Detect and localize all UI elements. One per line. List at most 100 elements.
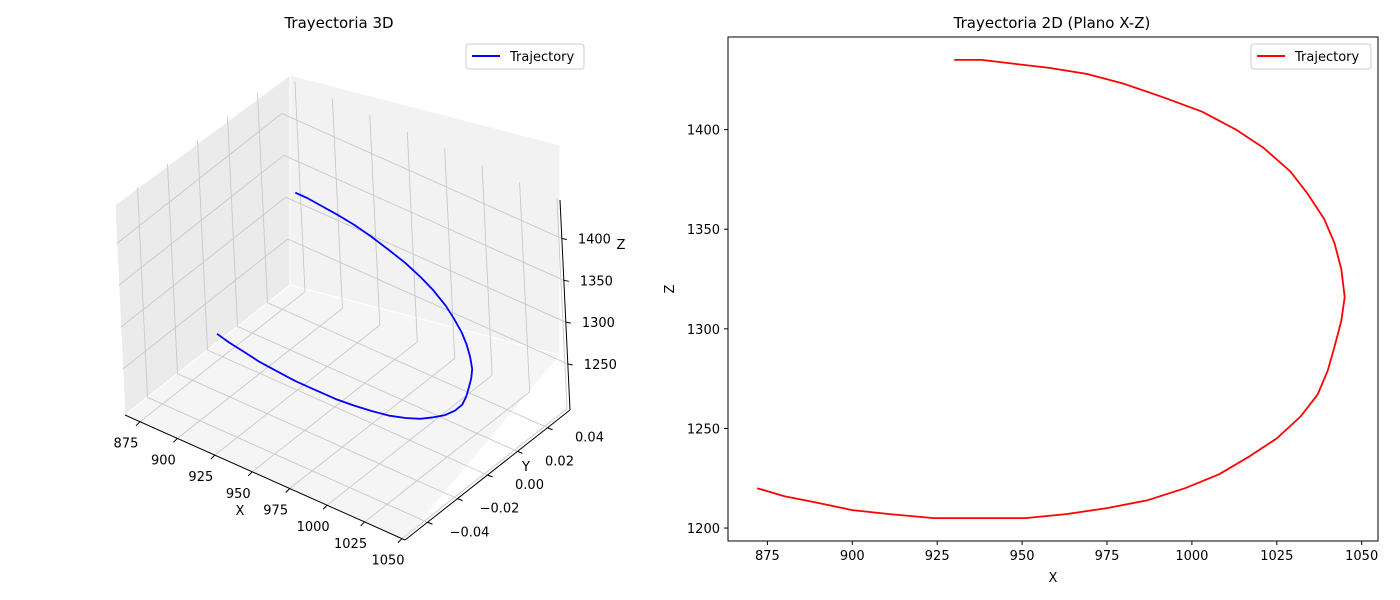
gridline-y-floor	[207, 349, 488, 476]
x-tick-label: 925	[925, 549, 950, 564]
x-tick-label: 1000	[1175, 549, 1208, 564]
x-tick-mark	[247, 471, 253, 477]
z-tick-mark	[561, 237, 567, 240]
x-tick-mark	[285, 488, 291, 493]
gridline-y-left	[197, 139, 208, 351]
chart-2d-title: Trayectoria 2D (Plano X-Z)	[953, 14, 1151, 32]
y-tick-mark	[547, 427, 553, 431]
y-tick-mark	[427, 521, 433, 525]
gridline-y-floor	[237, 325, 518, 452]
gridline-y-left	[257, 92, 268, 303]
gridline-z-back	[283, 154, 564, 281]
chart-2d-plot-frame	[727, 36, 1379, 542]
y-tick-label: 1400	[687, 124, 720, 139]
chart-3d-legend-box	[465, 43, 585, 70]
x-tick-label: 1050	[371, 554, 404, 569]
chart-2d-legend-box	[1250, 43, 1372, 70]
gridline-z-left	[122, 238, 289, 370]
y-tick-label: 0.02	[545, 454, 574, 469]
y-tick-label: 0.00	[515, 478, 544, 493]
gridline-z-back	[285, 196, 566, 323]
x-tick-label: 1025	[334, 537, 367, 552]
x-tick-label: 950	[1010, 549, 1035, 564]
x-tick-mark	[173, 438, 178, 443]
x-tick-label: 875	[755, 549, 780, 564]
z-tick-mark	[565, 321, 571, 324]
series-line-trajectory	[756, 59, 1346, 519]
gridline-y-floor	[177, 373, 458, 500]
gridline-y-left	[167, 163, 178, 374]
chart-3d-ylabel: Y	[521, 460, 530, 475]
gridline-x-back	[406, 131, 418, 342]
chart-3d-gridlines	[116, 81, 568, 540]
x-tick-mark	[210, 454, 216, 460]
x-tick-label: 975	[1095, 549, 1120, 564]
z-tick-label: 1350	[580, 274, 613, 289]
z-tick-label: 1250	[584, 358, 617, 373]
x-tick-label: 900	[840, 549, 865, 564]
z-tick-label: 1400	[578, 232, 611, 247]
chart-3d-zlabel: Z	[617, 238, 626, 253]
x-tick-label: 875	[114, 437, 139, 452]
x-axis-line	[124, 414, 406, 541]
y-tick-mark	[457, 498, 463, 502]
z-tick-mark	[563, 279, 569, 282]
gridline-x-back	[294, 81, 306, 292]
chart-2d-x-ticks: 875 900 925 950 975 1000 1025 1050	[755, 541, 1378, 564]
chart-2d: Trayectoria 2D (Plano X-Z) 875 900 925 950 9…	[663, 14, 1379, 586]
y-tick-label: 1350	[687, 223, 720, 238]
z-tick-mark	[567, 363, 573, 366]
x-tick-label: 950	[226, 487, 251, 502]
gridline-x-back	[331, 98, 343, 309]
x-tick-mark	[397, 538, 403, 544]
chart-3d-xlabel: X	[236, 504, 245, 519]
z-axis-line	[559, 199, 571, 411]
chart-3d-title: Trayectoria 3D	[283, 14, 393, 32]
y-tick-label: −0.04	[450, 525, 490, 540]
gridline-z-back	[281, 113, 562, 239]
gridline-x-back	[556, 198, 568, 409]
gridline-x-back	[481, 165, 493, 376]
gridline-x-back	[444, 148, 456, 359]
chart-3d: Trayectoria 3D 875 900 925 950 975 1000 1025 10…	[114, 14, 626, 569]
x-tick-label: 1050	[1345, 549, 1378, 564]
chart-3d-legend: Trajectory	[465, 43, 585, 70]
y-tick-label: 1300	[687, 323, 720, 338]
gridline-x-back	[519, 181, 531, 393]
chart-2d-xlabel: X	[1049, 571, 1058, 586]
y-tick-label: −0.02	[480, 502, 520, 517]
gridline-x-back	[369, 115, 381, 326]
y-tick-mark	[487, 474, 493, 478]
x-tick-label: 900	[151, 453, 176, 468]
y-tick-label: 1200	[687, 522, 720, 537]
x-tick-mark	[322, 504, 328, 510]
x-tick-mark	[135, 421, 141, 427]
chart-3d-tick-labels: 875 900 925 950 975 1000 1025 1050 −0.04 −0.02 0.0…	[114, 232, 617, 568]
chart-3d-series	[216, 191, 474, 420]
gridline-z-back	[287, 238, 568, 365]
y-tick-label: 0.04	[575, 431, 604, 446]
gridline-y-floor	[147, 396, 428, 523]
y-tick-mark	[517, 450, 523, 454]
gridline-y-left	[137, 187, 148, 398]
gridline-z-left	[116, 113, 283, 244]
chart-3d-legend-label: Trajectory	[509, 50, 574, 65]
x-tick-label: 1025	[1260, 549, 1293, 564]
x-tick-mark	[360, 521, 365, 527]
x-tick-label: 975	[263, 504, 288, 519]
chart-2d-legend-label: Trajectory	[1294, 50, 1359, 65]
chart-2d-y-ticks: 1200 1250 1300 1350 1400	[687, 124, 728, 537]
gridline-y-floor	[267, 302, 548, 429]
gridline-y-left	[227, 116, 238, 327]
series-line-trajectory	[216, 191, 474, 420]
y-tick-label: 1250	[687, 422, 720, 437]
chart-2d-ylabel: Z	[663, 284, 678, 293]
gridline-z-left	[118, 154, 285, 286]
x-tick-label: 1000	[297, 520, 330, 535]
gridline-z-left	[120, 196, 287, 328]
x-tick-label: 925	[188, 470, 213, 485]
chart-2d-series	[756, 59, 1346, 519]
chart-2d-legend: Trajectory	[1250, 43, 1372, 70]
z-tick-label: 1300	[582, 316, 615, 331]
